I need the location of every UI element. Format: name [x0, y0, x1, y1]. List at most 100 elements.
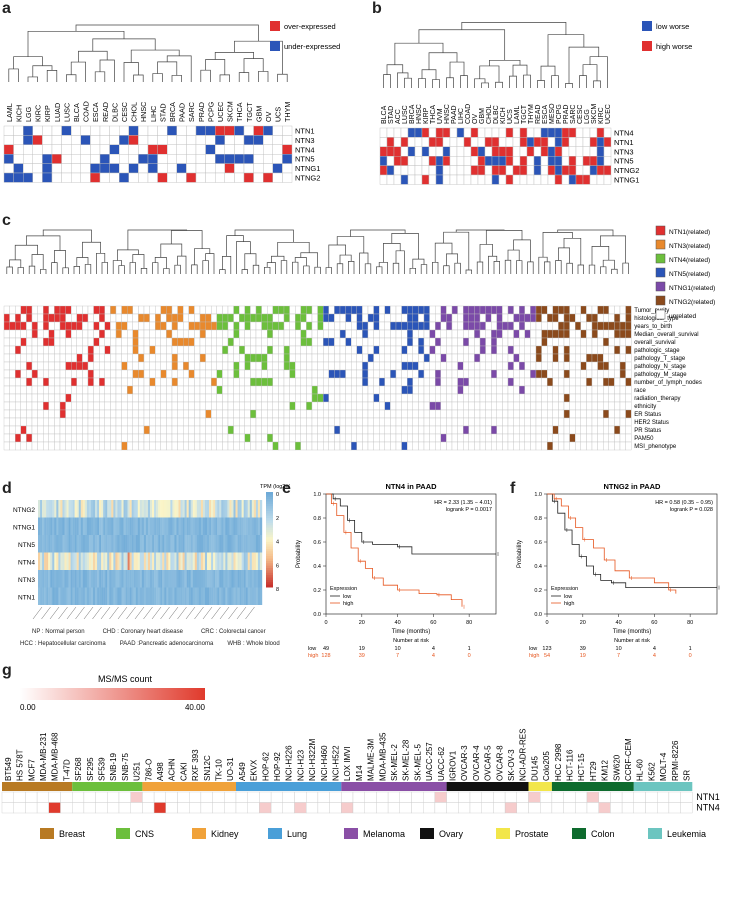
- heatmap-cell: [183, 369, 189, 379]
- heatmap-cell: [82, 353, 89, 363]
- heatmap-cell: [58, 517, 61, 535]
- sample-tick-label: [41, 606, 51, 620]
- cancer-label: LIHC: [149, 106, 158, 122]
- heatmap-cell: [253, 172, 264, 183]
- heatmap-cell: [251, 587, 255, 605]
- heatmap-cell: [59, 401, 66, 411]
- panel-b-dendrogram-branch: [593, 80, 601, 88]
- heatmap-cell: [300, 441, 307, 451]
- sample-tick-label: [49, 606, 60, 620]
- heatmap-cell: [364, 791, 377, 803]
- heatmap-cell: [225, 552, 228, 570]
- heatmap-cell: [233, 361, 240, 371]
- heatmap-cell: [123, 535, 126, 553]
- heatmap-cell: [50, 500, 53, 518]
- tissue-legend-label: Kidney: [211, 829, 239, 839]
- heatmap-cell: [38, 517, 41, 535]
- cancer-label: KICH: [14, 105, 23, 122]
- cell-line-label: MOLT-4: [659, 752, 668, 781]
- cell-line-label: 786-O: [144, 759, 153, 781]
- heatmap-cell: [65, 417, 72, 427]
- heatmap-cell: [245, 587, 248, 605]
- heatmap-cell: [608, 425, 615, 435]
- heatmap-cell: [362, 377, 369, 387]
- heatmap-cell: [132, 305, 139, 315]
- heatmap-cell: [479, 329, 486, 339]
- heatmap-cell: [222, 401, 229, 411]
- heatmap-cell: [217, 570, 220, 588]
- heatmap-cell: [257, 570, 261, 588]
- heatmap-cell: [182, 587, 185, 605]
- heatmap-cell: [491, 137, 500, 147]
- heatmap-cell: [137, 552, 141, 570]
- heatmap-cell: [143, 361, 150, 371]
- tissue-legend-label: Leukemia: [667, 829, 706, 839]
- heatmap-cell: [351, 377, 357, 387]
- heatmap-cell: [50, 587, 53, 605]
- heatmap-cell: [496, 401, 503, 411]
- heatmap-cell: [80, 552, 83, 570]
- heatmap-cell: [115, 570, 118, 588]
- heatmap-cell: [31, 329, 38, 339]
- heatmap-cell: [272, 369, 279, 379]
- heatmap-cell: [166, 570, 169, 588]
- heatmap-cell: [152, 517, 155, 535]
- heatmap-cell: [247, 587, 250, 605]
- heatmap-cell: [530, 369, 537, 379]
- panel-c-dendrogram-branch: [376, 266, 383, 274]
- heatmap-cell: [143, 385, 150, 395]
- heatmap-cell: [44, 535, 47, 553]
- heatmap-cell: [535, 441, 542, 451]
- heatmap-cell: [150, 517, 153, 535]
- heatmap-cell: [395, 345, 402, 355]
- hazard-ratio: HR = 0.58 (0.35 − 0.95): [655, 500, 713, 506]
- heatmap-cell: [227, 587, 230, 605]
- heatmap-cell: [541, 353, 548, 363]
- heatmap-cell: [111, 500, 114, 518]
- heatmap-cell: [199, 329, 206, 339]
- heatmap-cell: [105, 500, 108, 518]
- heatmap-cell: [295, 401, 301, 411]
- heatmap-cell: [351, 441, 357, 451]
- heatmap-cell: [463, 329, 469, 339]
- heatmap-cell: [580, 409, 587, 419]
- heatmap-cell: [23, 144, 34, 155]
- heatmap-cell: [84, 587, 88, 605]
- heatmap-cell: [484, 155, 493, 166]
- heatmap-cell: [139, 570, 143, 588]
- heatmap-cell: [603, 137, 612, 147]
- heatmap-cell: [435, 174, 444, 185]
- heatmap-cell: [407, 425, 413, 435]
- row-label: HER2 Status: [634, 420, 669, 426]
- heatmap-cell: [241, 570, 244, 588]
- row-label: pathology_N_stage: [634, 364, 686, 370]
- heatmap-cell: [166, 329, 173, 339]
- heatmap-cell: [52, 517, 55, 535]
- heatmap-cell: [82, 500, 86, 518]
- heatmap-cell: [143, 345, 150, 355]
- heatmap-cell: [272, 353, 279, 363]
- cell-line-label: UACC-257: [425, 742, 434, 781]
- heatmap-cell: [118, 125, 129, 136]
- heatmap-cell: [463, 433, 469, 443]
- heatmap-cell: [93, 313, 100, 323]
- heatmap-cell: [70, 500, 73, 518]
- cell-line-label: M14: [355, 765, 364, 781]
- panel-c-dendrogram-branch: [31, 254, 44, 270]
- sample-tick-label: [219, 606, 230, 620]
- heatmap-cell: [221, 570, 224, 588]
- heatmap-cell: [379, 425, 385, 435]
- heatmap-cell: [127, 441, 133, 451]
- heatmap-cell: [491, 417, 497, 427]
- heatmap-cell: [547, 353, 553, 363]
- heatmap-cell: [233, 500, 236, 518]
- heatmap-cell: [103, 500, 106, 518]
- heatmap-cell: [423, 305, 430, 315]
- heatmap-cell: [625, 361, 632, 371]
- heatmap-cell: [177, 393, 184, 403]
- heatmap-cell: [225, 535, 228, 553]
- heatmap-cell: [38, 570, 41, 588]
- heatmap-cell: [123, 500, 126, 518]
- heatmap-cell: [59, 409, 66, 419]
- heatmap-cell: [255, 369, 262, 379]
